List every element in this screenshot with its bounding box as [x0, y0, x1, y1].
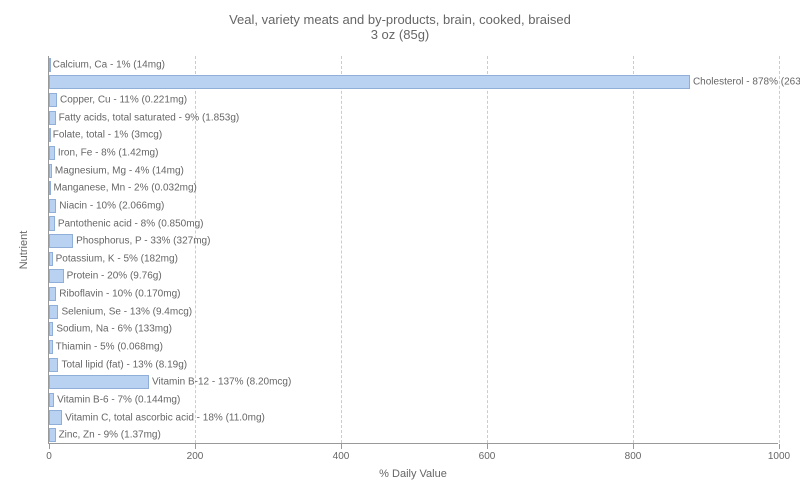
title-line-2: 3 oz (85g): [0, 27, 800, 42]
x-tick-mark: [487, 444, 488, 449]
bar-row: Zinc, Zn - 9% (1.37mg): [49, 426, 778, 444]
bar: [49, 375, 149, 389]
bar-label: Potassium, K - 5% (182mg): [53, 253, 178, 264]
bar: [49, 287, 56, 301]
bar-label: Magnesium, Mg - 4% (14mg): [52, 165, 184, 176]
bar-row: Folate, total - 1% (3mcg): [49, 127, 778, 145]
bar-label: Thiamin - 5% (0.068mg): [53, 341, 163, 352]
x-tick-label: 200: [187, 451, 204, 462]
bar-label: Phosphorus, P - 33% (327mg): [73, 236, 210, 247]
nutrient-chart: Veal, variety meats and by-products, bra…: [0, 0, 800, 500]
bar-label: Iron, Fe - 8% (1.42mg): [55, 147, 159, 158]
bar-label: Protein - 20% (9.76g): [64, 271, 162, 282]
x-tick-mark: [633, 444, 634, 449]
bar-row: Sodium, Na - 6% (133mg): [49, 321, 778, 339]
x-tick-mark: [779, 444, 780, 449]
bar-row: Calcium, Ca - 1% (14mg): [49, 56, 778, 74]
bar: [49, 234, 73, 248]
plot-area: 02004006008001000Calcium, Ca - 1% (14mg)…: [48, 56, 778, 444]
bar-row: Fatty acids, total saturated - 9% (1.853…: [49, 109, 778, 127]
bar-label: Vitamin B-6 - 7% (0.144mg): [54, 394, 180, 405]
bar-row: Protein - 20% (9.76g): [49, 268, 778, 286]
bar-row: Selenium, Se - 13% (9.4mcg): [49, 303, 778, 321]
bar-label: Sodium, Na - 6% (133mg): [53, 324, 172, 335]
bar-row: Copper, Cu - 11% (0.221mg): [49, 91, 778, 109]
bar: [49, 199, 56, 213]
bar-label: Selenium, Se - 13% (9.4mcg): [58, 306, 192, 317]
bar-label: Total lipid (fat) - 13% (8.19g): [58, 359, 187, 370]
bar-row: Cholesterol - 878% (2635mg): [49, 74, 778, 92]
x-tick-label: 600: [479, 451, 496, 462]
bar-label: Pantothenic acid - 8% (0.850mg): [55, 218, 204, 229]
x-tick-label: 1000: [768, 451, 790, 462]
bar-label: Fatty acids, total saturated - 9% (1.853…: [56, 112, 240, 123]
x-tick-label: 800: [625, 451, 642, 462]
bar-label: Copper, Cu - 11% (0.221mg): [57, 95, 187, 106]
bar-row: Magnesium, Mg - 4% (14mg): [49, 162, 778, 180]
bar-label: Vitamin C, total ascorbic acid - 18% (11…: [62, 412, 265, 423]
x-tick-label: 400: [333, 451, 350, 462]
bar: [49, 358, 58, 372]
bar-row: Vitamin B-12 - 137% (8.20mcg): [49, 373, 778, 391]
gridline: [779, 56, 780, 443]
x-axis-label: % Daily Value: [379, 468, 447, 480]
bar: [49, 269, 64, 283]
bar-label: Niacin - 10% (2.066mg): [56, 200, 164, 211]
bar-row: Vitamin B-6 - 7% (0.144mg): [49, 391, 778, 409]
bar-row: Pantothenic acid - 8% (0.850mg): [49, 215, 778, 233]
bar-row: Niacin - 10% (2.066mg): [49, 197, 778, 215]
bar-row: Vitamin C, total ascorbic acid - 18% (11…: [49, 409, 778, 427]
y-axis-label: Nutrient: [18, 231, 30, 270]
bar-label: Calcium, Ca - 1% (14mg): [50, 59, 165, 70]
bar-row: Iron, Fe - 8% (1.42mg): [49, 144, 778, 162]
bar-label: Zinc, Zn - 9% (1.37mg): [56, 430, 161, 441]
bar-row: Phosphorus, P - 33% (327mg): [49, 232, 778, 250]
bar-row: Total lipid (fat) - 13% (8.19g): [49, 356, 778, 374]
bar: [49, 93, 57, 107]
bar-label: Vitamin B-12 - 137% (8.20mcg): [149, 377, 291, 388]
bar-row: Thiamin - 5% (0.068mg): [49, 338, 778, 356]
bar: [49, 305, 58, 319]
bar-label: Manganese, Mn - 2% (0.032mg): [50, 183, 196, 194]
bar-label: Cholesterol - 878% (2635mg): [690, 77, 800, 88]
x-tick-mark: [341, 444, 342, 449]
bar-row: Riboflavin - 10% (0.170mg): [49, 285, 778, 303]
bar-label: Riboflavin - 10% (0.170mg): [56, 289, 180, 300]
bar-row: Potassium, K - 5% (182mg): [49, 250, 778, 268]
bar-row: Manganese, Mn - 2% (0.032mg): [49, 179, 778, 197]
chart-title: Veal, variety meats and by-products, bra…: [0, 12, 800, 42]
bar: [49, 75, 690, 89]
x-tick-label: 0: [46, 451, 52, 462]
title-line-1: Veal, variety meats and by-products, bra…: [0, 12, 800, 27]
bar: [49, 410, 62, 424]
bar-label: Folate, total - 1% (3mcg): [50, 130, 162, 141]
x-tick-mark: [49, 444, 50, 449]
x-tick-mark: [195, 444, 196, 449]
